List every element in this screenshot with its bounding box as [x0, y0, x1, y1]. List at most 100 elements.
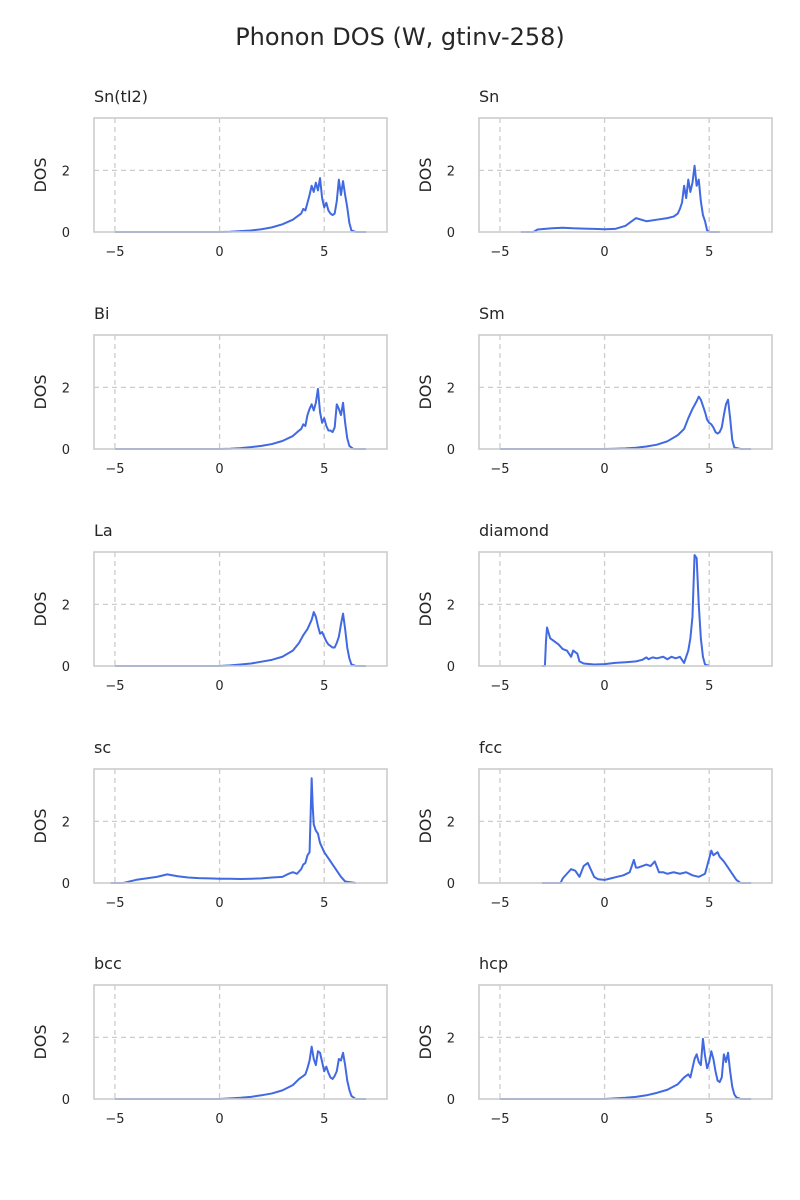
- y-axis-label: DOS: [31, 591, 50, 626]
- figure-title: Phonon DOS (W, gtinv-258): [235, 23, 565, 51]
- dos-line: [541, 849, 752, 884]
- x-tick-label: 5: [705, 896, 713, 911]
- x-tick-label: 0: [600, 245, 608, 260]
- x-tick-label: 0: [215, 462, 223, 477]
- y-tick-label: 2: [447, 815, 455, 830]
- y-axis-label: DOS: [416, 591, 435, 626]
- y-tick-label: 0: [447, 660, 455, 675]
- panel-title: Sm: [479, 304, 505, 323]
- panel-bcc: −5 0 5 0 2 bcc DOS: [31, 954, 388, 1127]
- x-tick-label: −5: [490, 462, 509, 477]
- dos-line: [520, 164, 720, 233]
- y-tick-label: 0: [62, 443, 70, 458]
- dos-line: [114, 387, 367, 450]
- panel-diamond: −5 0 5 0 2 diamond DOS: [416, 521, 773, 694]
- x-tick-label: −5: [490, 896, 509, 911]
- axes-frame: [93, 551, 388, 667]
- y-tick-label: 0: [62, 877, 70, 892]
- y-axis-label: DOS: [31, 1024, 50, 1059]
- axes-frame: [93, 768, 388, 884]
- panel-title: Sn(tI2): [94, 87, 148, 106]
- y-tick-label: 2: [447, 381, 455, 396]
- x-tick-label: 5: [320, 462, 328, 477]
- panel-sn: −5 0 5 0 2 Sn DOS: [416, 87, 773, 260]
- x-tick-label: 0: [600, 462, 608, 477]
- y-tick-label: 2: [62, 1031, 70, 1046]
- x-tick-label: 0: [215, 245, 223, 260]
- y-tick-label: 2: [62, 815, 70, 830]
- x-tick-label: 5: [320, 896, 328, 911]
- panel-title: Bi: [94, 304, 109, 323]
- x-tick-label: 0: [600, 896, 608, 911]
- panel-bi: −5 0 5 0 2 Bi DOS: [31, 304, 388, 477]
- panel-sm: −5 0 5 0 2 Sm DOS: [416, 304, 773, 477]
- x-tick-label: 0: [600, 1112, 608, 1127]
- x-tick-label: 5: [705, 1112, 713, 1127]
- panel-title: hcp: [479, 954, 508, 973]
- y-axis-label: DOS: [31, 808, 50, 843]
- y-tick-label: 0: [447, 226, 455, 241]
- y-tick-label: 0: [447, 877, 455, 892]
- y-tick-label: 2: [447, 598, 455, 613]
- x-tick-label: 5: [320, 679, 328, 694]
- x-tick-label: −5: [490, 245, 509, 260]
- y-tick-label: 0: [62, 1093, 70, 1108]
- axes-frame: [478, 334, 773, 450]
- dos-line: [110, 777, 356, 884]
- y-tick-label: 2: [62, 164, 70, 179]
- y-tick-label: 0: [447, 443, 455, 458]
- dos-line: [114, 1045, 367, 1100]
- panel-sc: −5 0 5 0 2 sc DOS: [31, 738, 388, 911]
- x-tick-label: 5: [705, 462, 713, 477]
- x-tick-label: −5: [105, 896, 124, 911]
- panel-fcc: −5 0 5 0 2 fcc DOS: [416, 738, 773, 911]
- panel-title: Sn: [479, 87, 499, 106]
- y-tick-label: 0: [62, 660, 70, 675]
- panel-title: diamond: [479, 521, 549, 540]
- y-tick-label: 2: [447, 164, 455, 179]
- y-axis-label: DOS: [416, 374, 435, 409]
- axes-frame: [93, 117, 388, 233]
- x-tick-label: −5: [105, 1112, 124, 1127]
- x-tick-label: 0: [215, 679, 223, 694]
- dos-line: [114, 611, 367, 667]
- panel-title: La: [94, 521, 113, 540]
- x-tick-label: −5: [105, 679, 124, 694]
- y-tick-label: 2: [62, 598, 70, 613]
- dos-line: [499, 395, 752, 450]
- dos-line: [114, 177, 367, 233]
- y-axis-label: DOS: [31, 157, 50, 192]
- axes-frame: [478, 984, 773, 1100]
- y-tick-label: 2: [447, 1031, 455, 1046]
- x-tick-label: −5: [105, 462, 124, 477]
- axes-frame: [478, 768, 773, 884]
- x-tick-label: 0: [215, 896, 223, 911]
- x-tick-label: 5: [705, 245, 713, 260]
- x-tick-label: 5: [705, 679, 713, 694]
- y-axis-label: DOS: [416, 1024, 435, 1059]
- dos-line: [541, 554, 710, 667]
- x-tick-label: 5: [320, 1112, 328, 1127]
- y-tick-label: 0: [447, 1093, 455, 1108]
- panel-title: fcc: [479, 738, 502, 757]
- panel-la: −5 0 5 0 2 La DOS: [31, 521, 388, 694]
- x-tick-label: −5: [490, 1112, 509, 1127]
- y-tick-label: 2: [62, 381, 70, 396]
- axes-frame: [478, 117, 773, 233]
- x-tick-label: 5: [320, 245, 328, 260]
- dos-line: [499, 1037, 752, 1100]
- y-tick-label: 0: [62, 226, 70, 241]
- panel-title: bcc: [94, 954, 122, 973]
- x-tick-label: −5: [490, 679, 509, 694]
- panel-title: sc: [94, 738, 111, 757]
- panel-hcp: −5 0 5 0 2 hcp DOS: [416, 954, 773, 1127]
- x-tick-label: 0: [600, 679, 608, 694]
- x-tick-label: −5: [105, 245, 124, 260]
- y-axis-label: DOS: [31, 374, 50, 409]
- axes-frame: [93, 334, 388, 450]
- y-axis-label: DOS: [416, 157, 435, 192]
- y-axis-label: DOS: [416, 808, 435, 843]
- x-tick-label: 0: [215, 1112, 223, 1127]
